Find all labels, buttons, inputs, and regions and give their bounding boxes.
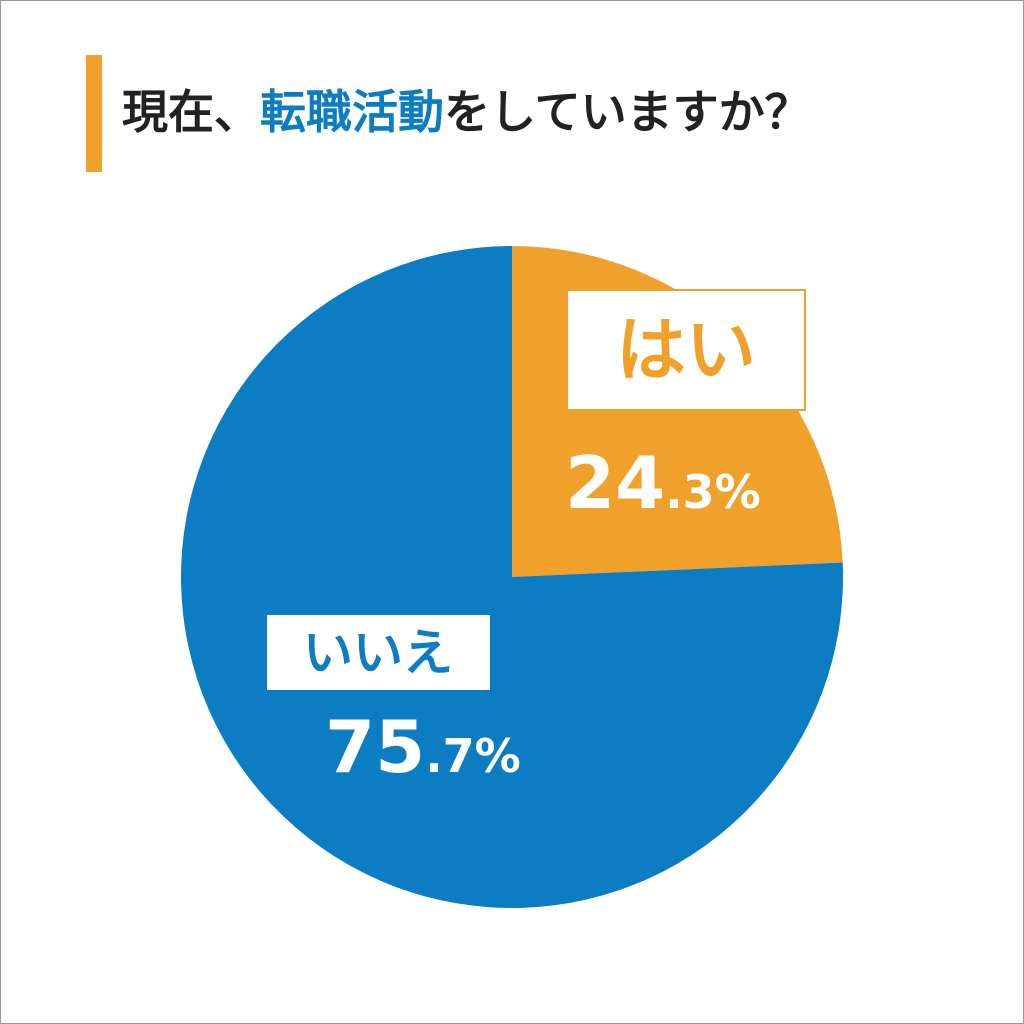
value-label: 75.7% (325, 705, 521, 789)
title-part: をしていますか？ (444, 85, 811, 139)
title-part: 現在、 (122, 85, 260, 139)
category-label: はい (616, 309, 756, 391)
title-accent (86, 55, 102, 172)
pie-slice (181, 246, 843, 908)
label-box (566, 289, 806, 411)
value-label: 24.3% (565, 441, 761, 525)
chart-title: 現在、転職活動をしていますか？ (122, 85, 811, 139)
labels: はい 24.3% いいえ 75.7% (267, 289, 806, 789)
label-box (267, 615, 490, 690)
title-highlight: 転職活動 (260, 85, 444, 139)
category-label: いいえ (303, 624, 453, 682)
